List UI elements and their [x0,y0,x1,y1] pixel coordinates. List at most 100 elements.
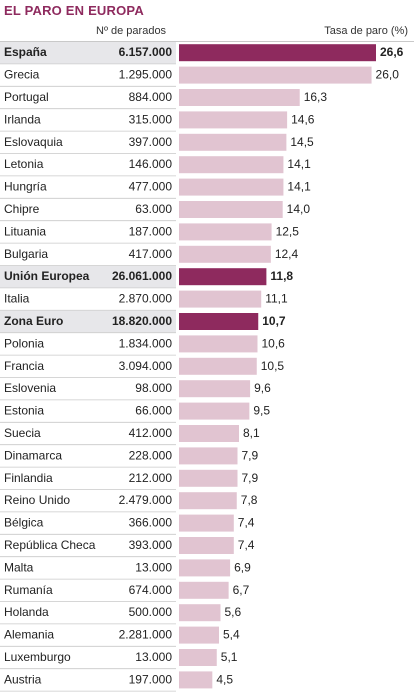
value-label: 10,7 [262,314,286,328]
bar-finlandia [179,469,238,487]
bar-estonia [179,402,250,420]
bar-zona-euro [179,313,259,330]
row-union-europea: Unión Europea 26.061.000 11,8 [0,266,293,289]
row-portugal: Portugal 884.000 16,3 [0,89,328,110]
row-republica-checa: República Checa 393.000 7,4 [0,537,255,558]
unemployed-count: 63.000 [135,202,172,216]
country-label: Polonia [4,336,44,350]
unemployed-count: 1.834.000 [119,336,173,350]
value-label: 6,7 [233,583,250,597]
unemployed-count: 146.000 [129,157,173,171]
country-label: Suecia [4,426,41,440]
bar-hungria [179,178,284,196]
country-label: Malta [4,560,34,574]
value-label: 7,8 [241,493,258,507]
country-label: Italia [4,292,30,306]
highlight-band [0,310,176,333]
country-label: Rumanía [4,583,53,597]
row-belgica: Bélgica 366.000 7,4 [0,514,255,535]
row-polonia: Polonia 1.834.000 10,6 [0,335,286,356]
country-label: Chipre [4,202,40,216]
bar-eslovenia [179,380,251,398]
country-label: Lituania [4,224,46,238]
country-label: Dinamarca [4,448,62,462]
country-label: Luxemburgo [4,650,71,664]
row-francia: Francia 3.094.000 10,5 [0,357,284,378]
unemployed-count: 18.820.000 [112,314,172,328]
value-label: 10,6 [262,336,286,350]
value-label: 5,4 [223,628,240,642]
row-malta: Malta 13.000 6,9 [0,559,251,580]
value-label: 5,6 [224,605,241,619]
value-label: 8,1 [243,426,260,440]
row-suecia: Suecia 412.000 8,1 [0,425,260,446]
row-rumania: Rumanía 674.000 6,7 [0,581,250,602]
row-lituania: Lituania 187.000 12,5 [0,223,299,244]
row-eslovenia: Eslovenia 98.000 9,6 [0,380,271,401]
bar-belgica [179,514,234,532]
country-label: Portugal [4,90,49,104]
value-label: 5,1 [221,650,238,664]
country-label: Irlanda [4,112,41,126]
unemployed-count: 884.000 [129,90,173,104]
highlight-band [0,266,176,288]
unemployed-count: 1.295.000 [119,68,173,82]
unemployed-count: 26.061.000 [112,269,172,283]
bar-reino-unido [179,492,237,510]
value-label: 26,6 [380,45,404,59]
unemployed-count: 366.000 [129,516,173,530]
country-label: Hungría [4,180,47,194]
bar-malta [179,559,231,577]
row-luxemburgo: Luxemburgo 13.000 5,1 [0,649,238,670]
unemployed-count: 187.000 [129,224,173,238]
value-label: 14,1 [287,157,311,171]
value-label: 14,5 [290,135,314,149]
bar-grecia [179,66,372,84]
row-eslovaquia: Eslovaquia 397.000 14,5 [0,133,314,154]
value-label: 4,5 [216,672,233,686]
unemployed-count: 397.000 [129,135,173,149]
bar-letonia [179,156,284,174]
value-label: 14,6 [291,112,315,126]
unemployed-column-header: Nº de parados [96,25,167,37]
row-italia: Italia 2.870.000 11,1 [0,290,288,311]
value-label: 7,9 [242,448,259,462]
bar-rumania [179,581,229,599]
row-holanda: Holanda 500.000 5,6 [0,604,241,625]
unemployed-count: 228.000 [129,448,173,462]
bar-union-europea [179,268,267,286]
unemployed-count: 13.000 [135,560,172,574]
value-label: 14,0 [287,202,311,216]
unemployed-count: 197.000 [129,672,173,686]
country-label: Estonia [4,404,44,418]
value-label: 11,1 [265,292,288,306]
country-label: España [4,45,47,59]
bar-espana [179,44,376,62]
country-label: Letonia [4,157,44,171]
bar-suecia [179,425,239,442]
value-label: 9,6 [254,381,271,395]
row-finlandia: Finlandia 212.000 7,9 [0,469,259,490]
bar-austria [179,671,213,689]
unemployed-count: 6.157.000 [119,45,173,59]
bar-chipre [179,201,283,218]
bar-eslovaquia [179,133,287,151]
row-chipre: Chipre 63.000 14,0 [0,201,311,222]
value-label: 11,8 [270,269,293,283]
row-alemania: Alemania 2.281.000 5,4 [0,626,240,647]
rate-column-header: Tasa de paro (%) [324,25,408,37]
country-label: Finlandia [4,471,53,485]
country-label: Eslovaquia [4,135,63,149]
bar-holanda [179,604,221,622]
row-grecia: Grecia 1.295.000 26,0 [0,66,399,87]
country-label: Bélgica [4,516,44,530]
unemployed-count: 315.000 [129,112,173,126]
country-label: República Checa [4,538,96,552]
unemployed-count: 393.000 [129,538,173,552]
value-label: 7,9 [242,471,259,485]
value-label: 16,3 [304,90,328,104]
row-espana: España 6.157.000 26,6 [0,42,404,65]
country-label: Unión Europea [4,269,90,283]
unemployed-count: 674.000 [129,583,173,597]
bar-republica-checa [179,537,234,554]
